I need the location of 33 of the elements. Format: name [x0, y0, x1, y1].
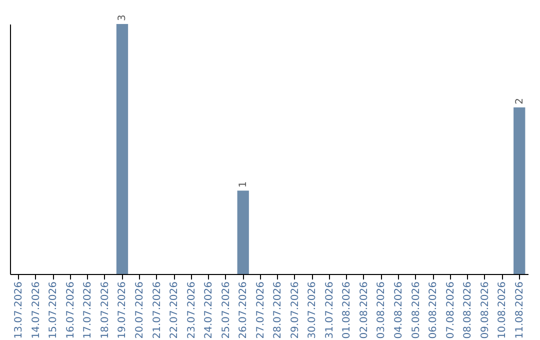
x-tick-label: 30.07.2026: [307, 282, 318, 339]
x-tick-label: 19.07.2026: [117, 282, 128, 339]
x-tick-label: 18.07.2026: [100, 282, 111, 339]
x-tick-label: 24.07.2026: [204, 282, 215, 339]
data-label: 3: [117, 14, 128, 21]
x-tick-label: 22.07.2026: [169, 282, 180, 339]
x-tick-label: 15.07.2026: [48, 282, 60, 339]
x-tick-label: 27.07.2026: [255, 282, 266, 339]
x-tick-label: 28.07.2026: [272, 282, 284, 339]
x-tick-label: 04.08.2026: [394, 282, 404, 339]
x-tick-label: 13.07.2026: [14, 282, 25, 339]
x-tick-label: 16.07.2026: [65, 282, 76, 339]
x-tick-label: 01.08.2026: [342, 282, 353, 339]
x-tick-label: 17.07.2026: [82, 282, 94, 339]
x-tick-label: 08.08.2026: [462, 282, 474, 339]
x-tick-label: 11.08.2026: [514, 282, 526, 339]
x-tick-label: 29.07.2026: [290, 282, 301, 339]
x-tick-label: 23.07.2026: [186, 282, 198, 339]
x-tick-label: 07.08.2026: [445, 282, 456, 339]
x-tick-label: 31.07.2026: [324, 282, 336, 339]
x-tick-label: 21.07.2026: [152, 282, 163, 339]
x-tick-label: 14.07.2026: [30, 282, 42, 339]
data-label: 1: [238, 181, 250, 188]
x-tick-label: 06.08.2026: [428, 282, 440, 339]
x-tick-label: 02.08.2026: [358, 282, 370, 339]
x-tick-label: 10.08.2026: [497, 282, 508, 339]
x-tick-label: 26.07.2026: [238, 282, 250, 339]
x-tick-label: 25.07.2026: [220, 282, 232, 339]
x-tick-label: 20.07.2026: [134, 282, 146, 339]
x-tick-label: 05.08.2026: [410, 282, 422, 339]
x-tick-label: 09.08.2026: [480, 282, 491, 339]
x-tick-label: 03.08.2026: [376, 282, 388, 339]
data-label: 2: [514, 98, 526, 104]
